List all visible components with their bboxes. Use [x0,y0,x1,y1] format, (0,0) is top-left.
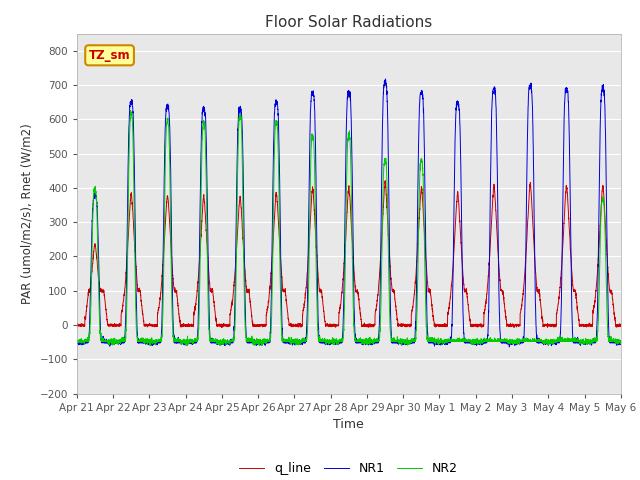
NR1 [73,339,81,345]
NR2 [147,343,154,348]
q_line [441,323,449,329]
q_line [471,324,479,329]
NR2 [502,338,509,344]
Line: q_line: q_line [77,181,621,327]
Title: Floor Solar Radiations: Floor Solar Radiations [265,15,433,30]
NR1 [441,341,449,347]
NR1 [506,344,513,350]
Line: NR2: NR2 [77,110,621,346]
NR1 [171,337,179,343]
q_line [381,178,389,184]
NR1 [616,339,624,345]
NR1 [381,76,389,82]
q_line [171,289,179,295]
NR2 [617,338,625,344]
NR2 [329,340,337,346]
q_line [617,324,625,329]
NR1 [617,340,625,346]
NR2 [616,339,624,345]
X-axis label: Time: Time [333,418,364,431]
Text: TZ_sm: TZ_sm [89,49,131,62]
q_line [616,323,624,329]
q_line [73,323,81,328]
q_line [510,324,518,330]
Legend: q_line, NR1, NR2: q_line, NR1, NR2 [234,457,463,480]
NR1 [471,339,479,345]
NR1 [328,339,336,345]
q_line [328,324,336,329]
NR2 [171,335,179,341]
NR2 [73,338,81,344]
NR2 [127,108,134,113]
NR2 [471,338,479,344]
NR1 [502,340,509,346]
q_line [502,311,509,317]
Line: NR1: NR1 [77,79,621,347]
NR2 [441,336,449,342]
Y-axis label: PAR (umol/m2/s), Rnet (W/m2): PAR (umol/m2/s), Rnet (W/m2) [21,123,34,304]
